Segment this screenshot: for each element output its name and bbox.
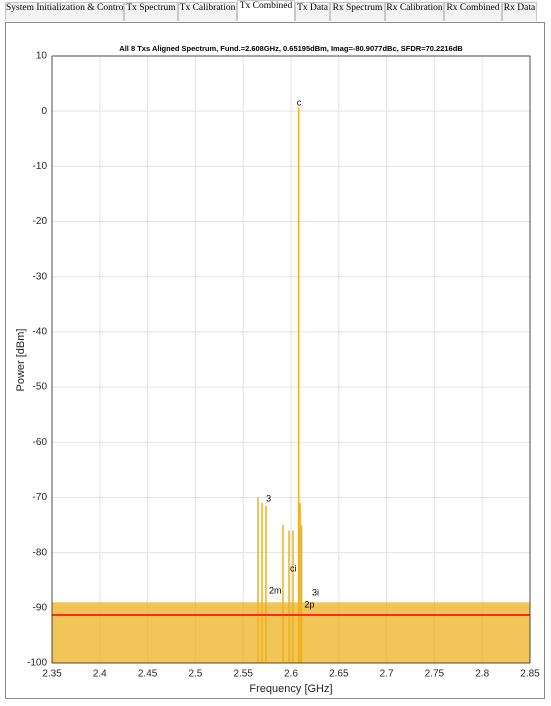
- x-tick-label: 2.55: [233, 669, 253, 680]
- noise-band: [52, 602, 530, 663]
- tab[interactable]: Rx Calibration: [385, 2, 444, 21]
- x-axis-label: Frequency [GHz]: [249, 683, 332, 695]
- tab[interactable]: Tx Data: [295, 2, 330, 21]
- tab[interactable]: Rx Spectrum: [330, 2, 385, 21]
- y-tick-label: 10: [36, 51, 48, 62]
- y-tick-label: -90: [33, 602, 48, 613]
- y-tick-label: -50: [33, 382, 48, 393]
- tab[interactable]: Rx Combined: [444, 2, 502, 21]
- x-tick-label: 2.65: [329, 669, 349, 680]
- y-axis-label: Power [dBm]: [15, 329, 27, 392]
- x-tick-label: 2.85: [520, 669, 540, 680]
- x-tick-label: 2.4: [93, 669, 107, 680]
- y-tick-label: -70: [33, 492, 48, 503]
- tab-panel: [5, 22, 545, 699]
- annotation: 3i: [312, 587, 319, 597]
- annotation: 2p: [304, 599, 314, 609]
- x-tick-label: 2.6: [284, 669, 298, 680]
- x-tick-label: 2.7: [380, 669, 394, 680]
- annotation: c: [297, 97, 302, 107]
- annotation: 2m: [269, 586, 282, 596]
- tab[interactable]: System Initialization & Control: [5, 2, 124, 21]
- chart-title: All 8 Txs Aligned Spectrum, Fund.=2.608G…: [119, 44, 463, 53]
- y-tick-label: -100: [27, 658, 47, 669]
- y-tick-label: -40: [33, 327, 48, 338]
- y-tick-label: -10: [33, 161, 48, 172]
- tab[interactable]: Rx Data: [502, 2, 537, 21]
- tab[interactable]: Tx Combined: [237, 0, 295, 21]
- y-tick-label: -30: [33, 271, 48, 282]
- x-tick-label: 2.5: [188, 669, 202, 680]
- y-tick-label: -80: [33, 547, 48, 558]
- tab[interactable]: Tx Calibration: [178, 2, 237, 21]
- x-tick-label: 2.45: [138, 669, 158, 680]
- x-tick-label: 2.8: [475, 669, 489, 680]
- annotation: ci: [290, 564, 297, 574]
- tab-bar: System Initialization & Control Tx Spectr…: [5, 0, 537, 22]
- axes-box: [51, 55, 531, 664]
- y-tick-label: -60: [33, 437, 48, 448]
- y-tick-label: 0: [41, 106, 47, 117]
- tab[interactable]: Tx Spectrum: [124, 2, 178, 21]
- x-tick-label: 2.75: [425, 669, 445, 680]
- x-tick-label: 2.35: [42, 669, 62, 680]
- y-tick-label: -20: [33, 216, 48, 227]
- annotation: 3: [266, 493, 271, 503]
